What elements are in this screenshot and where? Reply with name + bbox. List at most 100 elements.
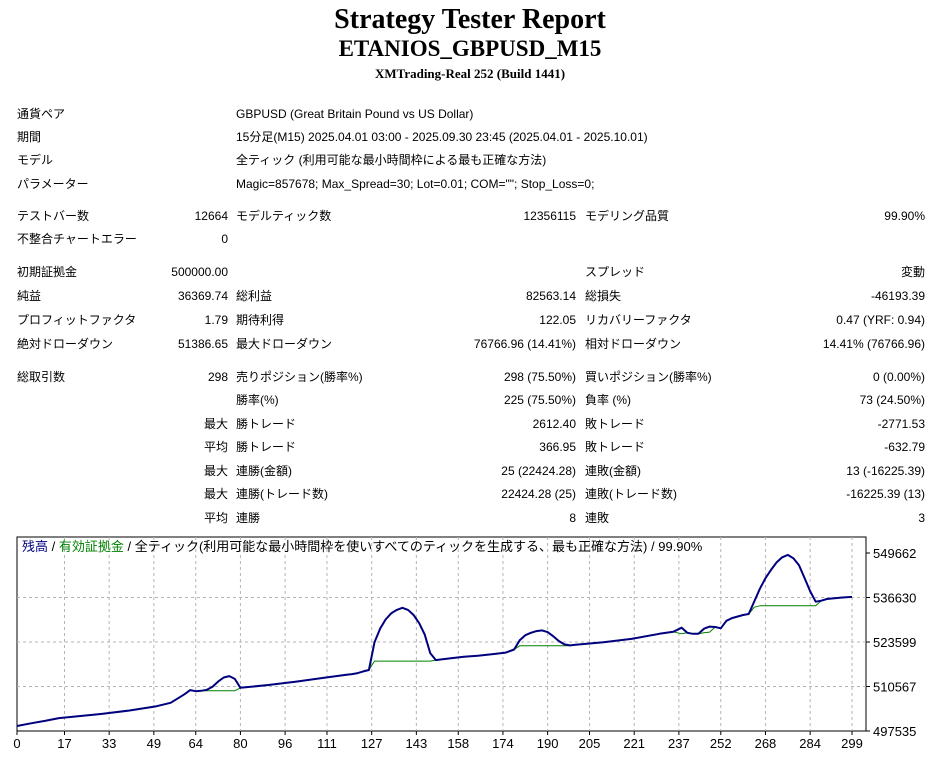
stat-label: 初期証拠金 [17, 265, 78, 279]
report-title: Strategy Tester Report [334, 4, 606, 35]
x-tick-label: 174 [492, 736, 514, 751]
stat-value: 1.79 [204, 313, 228, 327]
stat-value: 平均 [203, 511, 228, 525]
stat-label: 絶対ドローダウン [17, 337, 114, 351]
x-tick-label: 221 [623, 736, 645, 751]
balance-line [16, 553, 853, 727]
stat-value: -632.79 [884, 440, 925, 454]
y-tick-label: 536630 [873, 591, 916, 606]
stat-value: 最大 [203, 417, 228, 431]
plot-area [16, 536, 867, 732]
settings-value: 15分足(M15) 2025.04.01 03:00 - 2025.09.30 … [236, 130, 648, 144]
stat-label: 買いポジション(勝率%) [585, 370, 712, 384]
stat-label: 純益 [17, 289, 42, 303]
stat-value: 500000.00 [171, 265, 228, 279]
x-tick-label: 158 [447, 736, 469, 751]
stat-label: 連敗(トレード数) [585, 487, 677, 501]
settings-label: パラメーター [17, 177, 89, 191]
stat-label: 連敗(金額) [585, 464, 641, 478]
settings-label: 通貨ペア [17, 107, 66, 121]
stat-value: 22424.28 (25) [501, 487, 576, 501]
x-tick-label: 143 [406, 736, 428, 751]
y-tick-label: 510567 [873, 679, 916, 694]
x-tick-label: 0 [13, 736, 20, 751]
legend-quality: 99.90% [658, 539, 703, 554]
legend-separator: / [48, 539, 59, 554]
stat-value: 3 [918, 511, 925, 525]
ea-name: ETANIOS_GBPUSD_M15 [338, 36, 602, 61]
x-tick-label: 190 [537, 736, 559, 751]
stat-label: 敗トレード [585, 440, 646, 454]
stat-label: 連勝 [236, 511, 261, 525]
settings-value: Magic=857678; Max_Spread=30; Lot=0.01; C… [236, 177, 595, 191]
stat-label: 不整合チャートエラー [17, 232, 137, 246]
stat-value: 12356115 [523, 209, 577, 223]
x-tick-label: 33 [102, 736, 116, 751]
chart-legend: 残高 / 有効証拠金 / 全ティック(利用可能な最小時間枠を使いすべてのティック… [22, 539, 703, 554]
stat-value: 最大 [203, 487, 228, 501]
stat-value: 0 [221, 232, 228, 246]
x-tick-label: 96 [278, 736, 292, 751]
stat-label: プロフィットファクタ [17, 313, 137, 327]
legend-separator: / [124, 539, 135, 554]
x-tick-label: 237 [668, 736, 690, 751]
stat-value: -2771.53 [877, 417, 925, 431]
stat-value: 82563.14 [525, 289, 576, 303]
x-tick-label: 284 [799, 736, 821, 751]
stat-value: 122.05 [539, 313, 576, 327]
x-tick-label: 17 [57, 736, 71, 751]
stat-value: 12664 [194, 209, 228, 223]
settings-label: 期間 [17, 130, 42, 144]
stat-value: 13 (-16225.39) [846, 464, 925, 478]
y-tick-label: 523599 [873, 635, 916, 650]
stat-value: 最大 [203, 464, 228, 478]
stat-value: 51386.65 [177, 337, 228, 351]
stat-label: モデリング品質 [585, 209, 670, 223]
stat-label: 負率 (%) [585, 393, 631, 407]
x-tick-label: 111 [317, 736, 337, 751]
settings-value: GBPUSD (Great Britain Pound vs US Dollar… [236, 107, 474, 121]
x-tick-label: 299 [841, 736, 863, 751]
stat-label: スプレッド [585, 265, 646, 279]
x-tick-label: 49 [147, 736, 161, 751]
stat-label: 連勝(トレード数) [236, 487, 328, 501]
stat-value: 298 [207, 370, 228, 384]
stat-value: -16225.39 (13) [846, 487, 925, 501]
balance-chart: 549662 536630 523599 510567 497535 0 17 33 49 64 8… [13, 536, 916, 751]
stat-label: テストバー数 [17, 209, 90, 223]
stat-label: 勝率(%) [236, 393, 279, 407]
stat-value: 0 (0.00%) [872, 370, 925, 384]
x-tick-label: 127 [361, 736, 383, 751]
stat-label: 総取引数 [17, 370, 66, 384]
stat-value: 変動 [900, 265, 925, 279]
stat-label: 期待利得 [236, 313, 285, 327]
legend-equity: 有効証拠金 [59, 539, 124, 554]
stat-label: 敗トレード [585, 417, 646, 431]
x-tick-label: 268 [755, 736, 777, 751]
stat-value: -46193.39 [870, 289, 925, 303]
x-tick-label: 205 [579, 736, 601, 751]
x-tick-label: 80 [233, 736, 247, 751]
stat-value: 14.41% (76766.96) [822, 337, 925, 351]
stat-value: 8 [569, 511, 576, 525]
stat-value: 298 (75.50%) [503, 370, 576, 384]
stat-value: 73 (24.50%) [859, 393, 925, 407]
stat-value: 36369.74 [177, 289, 228, 303]
settings-label: モデル [17, 153, 54, 167]
stat-value: 225 (75.50%) [503, 393, 576, 407]
y-tick-label: 497535 [873, 724, 916, 739]
stat-value: 99.90% [884, 209, 925, 223]
stat-label: 勝トレード [236, 440, 297, 454]
stat-label: 連敗 [585, 511, 610, 525]
stat-value: 平均 [203, 440, 228, 454]
x-tick-label: 252 [710, 736, 732, 751]
stat-label: 売りポジション(勝率%) [236, 370, 363, 384]
stat-label: 連勝(金額) [236, 464, 292, 478]
legend-balance: 残高 [22, 539, 48, 554]
stat-label: 最大ドローダウン [236, 337, 333, 351]
legend-separator: / [647, 539, 658, 554]
legend-model: 全ティック(利用可能な最小時間枠を使いすべてのティックを生成する、最も正確な方法… [135, 539, 648, 554]
y-tick-label: 549662 [873, 546, 916, 561]
stat-value: 76766.96 (14.41%) [473, 337, 576, 351]
stat-label: 勝トレード [236, 417, 297, 431]
